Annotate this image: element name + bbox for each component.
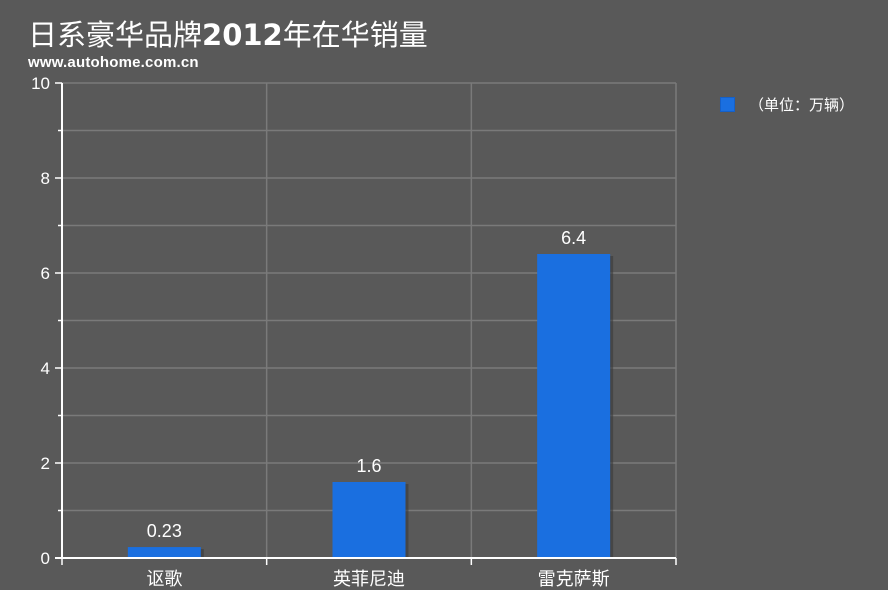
data-label: 0.23 [147, 521, 182, 541]
bar [332, 482, 406, 558]
x-category-label: 讴歌 [146, 569, 182, 590]
title-suffix: 年在华销量 [282, 18, 428, 52]
title-prefix: 日系豪华品牌 [28, 18, 203, 52]
source-watermark: www.autohome.com.cn [28, 54, 199, 71]
data-label: 1.6 [356, 456, 381, 476]
x-category-label: 英菲尼迪 [333, 569, 405, 590]
y-tick-label: 2 [41, 454, 50, 473]
legend: （单位：万辆） [720, 94, 854, 115]
x-category-label: 雷克萨斯 [538, 569, 610, 590]
legend-label: （单位：万辆） [749, 96, 855, 114]
title-year: 2012 [202, 18, 283, 52]
y-tick-label: 6 [41, 264, 50, 283]
bar [127, 547, 201, 558]
y-tick-label: 4 [41, 359, 50, 378]
data-label: 6.4 [561, 228, 586, 248]
y-tick-label: 10 [31, 74, 50, 93]
y-tick-label: 8 [41, 169, 50, 188]
bar [537, 254, 611, 558]
legend-swatch [720, 97, 735, 112]
chart-title: 日系豪华品牌2012年在华销量 [28, 18, 428, 52]
y-tick-label: 0 [41, 549, 50, 568]
